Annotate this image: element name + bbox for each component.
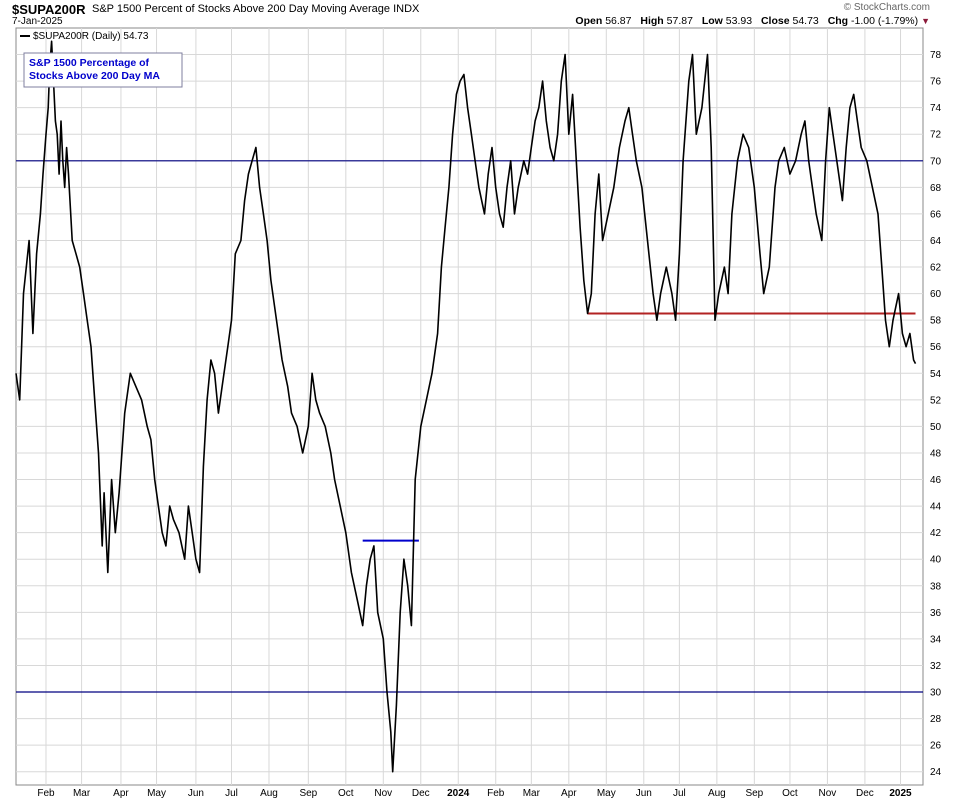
symbol-description: S&P 1500 Percent of Stocks Above 200 Day…: [92, 3, 419, 15]
chart-header: $SUPA200R S&P 1500 Percent of Stocks Abo…: [0, 0, 960, 28]
y-tick-label: 68: [930, 183, 942, 194]
x-tick-label: May: [147, 788, 166, 799]
x-tick-label: Jun: [636, 788, 652, 799]
y-tick-label: 34: [930, 634, 942, 645]
y-tick-label: 62: [930, 263, 942, 274]
x-tick-label: 2025: [889, 788, 912, 799]
plot-area: [15, 27, 924, 786]
y-tick-label: 30: [930, 688, 942, 699]
y-tick-label: 54: [930, 369, 942, 380]
open-label: Open: [575, 15, 603, 27]
y-tick-label: 28: [930, 714, 942, 725]
y-tick-label: 40: [930, 555, 942, 566]
chg-value: -1.00 (-1.79%): [851, 15, 919, 27]
series-line: [15, 40, 917, 773]
y-tick-label: 46: [930, 475, 942, 486]
x-tick-label: May: [597, 788, 616, 799]
x-tick-label: Aug: [260, 788, 278, 799]
x-tick-label: Nov: [374, 788, 392, 799]
y-tick-label: 78: [930, 50, 942, 61]
x-tick-label: Jul: [225, 788, 238, 799]
x-tick-label: Oct: [782, 788, 798, 799]
y-tick-label: 50: [930, 422, 942, 433]
down-triangle-icon: ▼: [921, 16, 930, 26]
chg-label: Chg: [827, 15, 849, 27]
legend-label: $SUPA200R (Daily) 54.73: [33, 31, 149, 42]
x-tick-label: Sep: [745, 788, 763, 799]
annotation-box: S&P 1500 Percentage of Stocks Above 200 …: [23, 52, 183, 88]
y-tick-label: 24: [930, 767, 942, 778]
x-tick-label: Dec: [856, 788, 874, 799]
y-tick-label: 48: [930, 448, 942, 459]
low-value: 53.93: [725, 15, 753, 27]
high-value: 57.87: [666, 15, 693, 27]
y-tick-label: 64: [930, 236, 942, 247]
reference-lines: [16, 160, 923, 693]
y-tick-label: 26: [930, 741, 942, 752]
x-tick-label: Jun: [188, 788, 204, 799]
x-tick-label: Jul: [673, 788, 686, 799]
y-tick-label: 42: [930, 528, 942, 539]
symbol-label: $SUPA200R: [12, 2, 86, 17]
low-label: Low: [701, 15, 723, 27]
y-tick-label: 76: [930, 77, 942, 88]
x-tick-label: Feb: [487, 788, 505, 799]
x-tick-label: Feb: [37, 788, 55, 799]
y-tick-label: 66: [930, 209, 942, 220]
chart-date: 7-Jan-2025: [12, 16, 63, 27]
y-tick-label: 52: [930, 395, 942, 406]
y-axis: 24 26 28 30 32 34 36 38 40 42 44 46 48 50 52 54 56 58 60 62…: [930, 50, 942, 778]
x-tick-label: Sep: [299, 788, 317, 799]
description-text: S&P 1500 Percent of Stocks Above 200 Day…: [92, 3, 391, 15]
grid: [16, 28, 923, 785]
close-value: 54.73: [792, 15, 819, 27]
x-tick-label: 2024: [447, 788, 470, 799]
x-tick-label: Aug: [708, 788, 726, 799]
exchange-label: INDX: [393, 3, 420, 15]
x-axis: Feb Mar Apr May Jun Jul Aug Sep Oct Nov Dec 2024 Feb…: [37, 788, 912, 799]
open-value: 56.87: [605, 15, 632, 27]
close-label: Close: [760, 15, 790, 27]
x-tick-label: Nov: [819, 788, 837, 799]
y-tick-label: 44: [930, 502, 942, 513]
brand-logo-text: © StockCharts.com: [843, 2, 930, 13]
y-tick-label: 60: [930, 289, 942, 300]
annotation-line-2: Stocks Above 200 Day MA: [29, 70, 160, 82]
x-tick-label: Dec: [412, 788, 430, 799]
y-tick-label: 70: [930, 156, 942, 167]
y-tick-label: 72: [930, 130, 942, 141]
x-tick-label: Apr: [113, 788, 129, 799]
high-label: High: [640, 15, 664, 27]
y-tick-label: 56: [930, 342, 942, 353]
annotation-line-1: S&P 1500 Percentage of: [29, 57, 150, 69]
x-tick-label: Mar: [523, 788, 541, 799]
y-tick-label: 36: [930, 608, 942, 619]
x-tick-label: Mar: [73, 788, 91, 799]
legend: $SUPA200R (Daily) 54.73: [20, 31, 149, 42]
annotation-frame: [23, 52, 183, 88]
ohlc-readout: Open 56.87 High 57.87 Low 53.93 Close 54…: [575, 15, 930, 27]
y-tick-label: 58: [930, 316, 942, 327]
y-tick-label: 74: [930, 103, 942, 114]
x-tick-label: Apr: [561, 788, 577, 799]
x-tick-label: Oct: [338, 788, 354, 799]
y-tick-label: 38: [930, 581, 942, 592]
y-tick-label: 32: [930, 661, 942, 672]
